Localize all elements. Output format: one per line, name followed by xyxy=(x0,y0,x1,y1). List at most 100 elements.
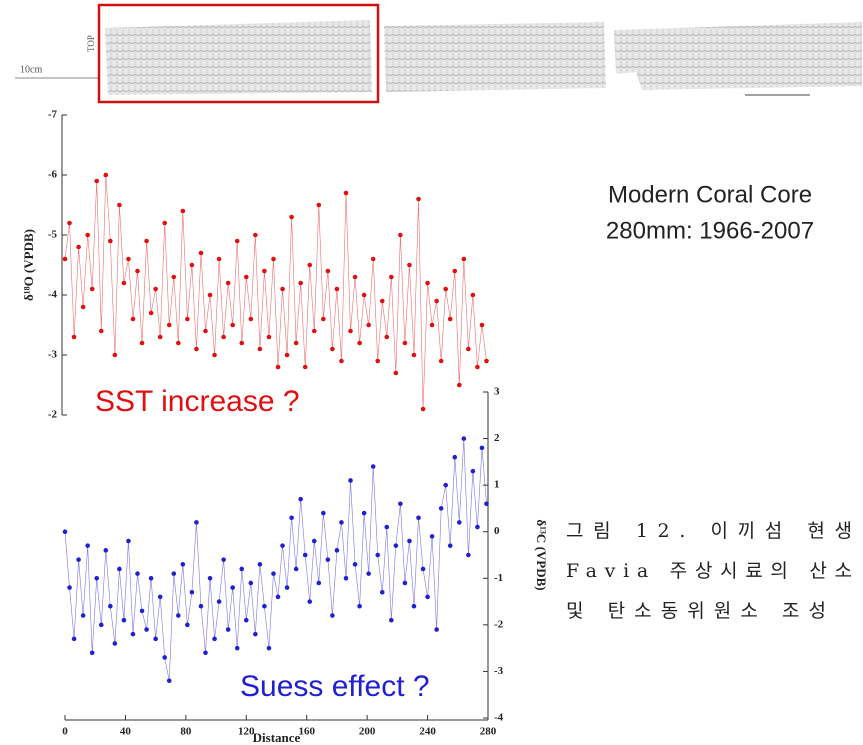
data-point xyxy=(316,580,322,586)
core-piece xyxy=(105,20,372,95)
data-point xyxy=(407,538,412,544)
y-tick-label: -3 xyxy=(48,349,58,361)
data-point xyxy=(334,548,340,553)
data-point xyxy=(280,286,285,292)
data-point xyxy=(71,636,77,642)
data-point xyxy=(357,603,362,609)
data-point xyxy=(479,445,485,451)
data-point xyxy=(189,262,195,268)
series-line xyxy=(64,174,487,410)
data-point xyxy=(98,622,104,628)
data-point xyxy=(139,608,145,614)
data-point xyxy=(298,280,303,286)
data-point xyxy=(266,334,272,340)
data-point xyxy=(98,328,104,334)
data-point xyxy=(425,594,430,600)
data-point xyxy=(162,220,168,226)
highlight-box xyxy=(97,3,380,104)
y-tick-label: -2 xyxy=(48,409,58,421)
data-point xyxy=(234,645,240,651)
data-point xyxy=(253,631,258,637)
data-point xyxy=(461,436,467,441)
core-piece xyxy=(384,22,606,92)
series-line xyxy=(64,438,487,681)
data-point xyxy=(212,352,217,358)
data-point xyxy=(117,566,122,572)
data-point xyxy=(257,562,263,567)
data-point xyxy=(166,678,172,684)
data-point xyxy=(94,575,100,581)
data-point xyxy=(117,202,122,208)
data-point xyxy=(375,552,381,558)
data-point xyxy=(130,631,136,637)
data-point xyxy=(135,268,140,274)
data-point xyxy=(293,566,299,572)
data-point xyxy=(447,316,453,322)
data-point xyxy=(243,274,249,280)
data-point xyxy=(298,496,303,502)
data-point xyxy=(171,571,177,576)
y-tick-label: -5 xyxy=(48,229,58,241)
data-point xyxy=(393,543,399,548)
x-tick-label: 240 xyxy=(419,726,436,738)
data-point xyxy=(429,534,435,539)
data-point xyxy=(452,268,458,274)
data-point xyxy=(62,529,68,535)
data-point xyxy=(157,594,163,600)
data-point xyxy=(153,636,158,642)
data-point xyxy=(103,548,109,553)
data-point xyxy=(230,585,235,590)
data-point xyxy=(389,274,394,280)
data-point xyxy=(321,510,326,516)
data-point xyxy=(289,515,294,521)
data-point xyxy=(443,482,449,488)
data-point xyxy=(185,622,190,628)
plot: -7 -6 -5 -4 -3 -2 -4 -3 -2 -1 0 1 2 3 0 40 80 120 160 200 24… xyxy=(21,109,549,745)
data-point xyxy=(429,322,435,328)
x-tick-label: 0 xyxy=(62,726,68,738)
data-point xyxy=(330,613,335,618)
data-point xyxy=(80,613,86,618)
data-point xyxy=(262,268,267,274)
data-point xyxy=(85,232,90,238)
data-point xyxy=(212,636,217,642)
data-point xyxy=(293,340,299,346)
caption-line: 및 탄소동위원소 조성 xyxy=(566,600,826,622)
data-point xyxy=(108,603,113,609)
data-point xyxy=(311,328,317,334)
side-title: 280mm: 1966-2007 xyxy=(606,217,814,244)
y2-tick-label: 3 xyxy=(494,386,500,398)
y2-tick-label: 0 xyxy=(494,525,500,537)
x-tick-label: 80 xyxy=(180,726,192,738)
y-axis-title: δ¹⁸O (VPDB) xyxy=(21,229,36,301)
data-point xyxy=(330,346,335,352)
scale-label: 10cm xyxy=(20,64,42,75)
y2-axis-title: δ¹³C (VPDB) xyxy=(534,519,549,590)
y2-tick-label: 2 xyxy=(494,432,500,444)
data-point xyxy=(334,286,340,292)
data-point xyxy=(130,316,136,322)
data-point xyxy=(194,520,199,525)
data-point xyxy=(180,562,186,567)
data-point xyxy=(62,256,68,262)
y2-tick-label: -4 xyxy=(494,712,504,724)
data-point xyxy=(225,280,231,286)
data-point xyxy=(103,172,109,178)
data-point xyxy=(307,599,313,604)
y-tick-label: -7 xyxy=(48,109,58,121)
data-point xyxy=(456,382,462,388)
data-point xyxy=(108,238,113,244)
data-point xyxy=(216,256,222,262)
data-point xyxy=(484,358,489,364)
data-point xyxy=(171,274,177,280)
data-point xyxy=(475,364,480,370)
data-point xyxy=(284,585,290,590)
data-point xyxy=(248,316,254,322)
data-point xyxy=(67,220,72,226)
data-point xyxy=(398,501,403,507)
x-axis-title: Distance xyxy=(253,730,301,745)
data-point xyxy=(153,286,158,292)
data-point xyxy=(207,575,213,581)
